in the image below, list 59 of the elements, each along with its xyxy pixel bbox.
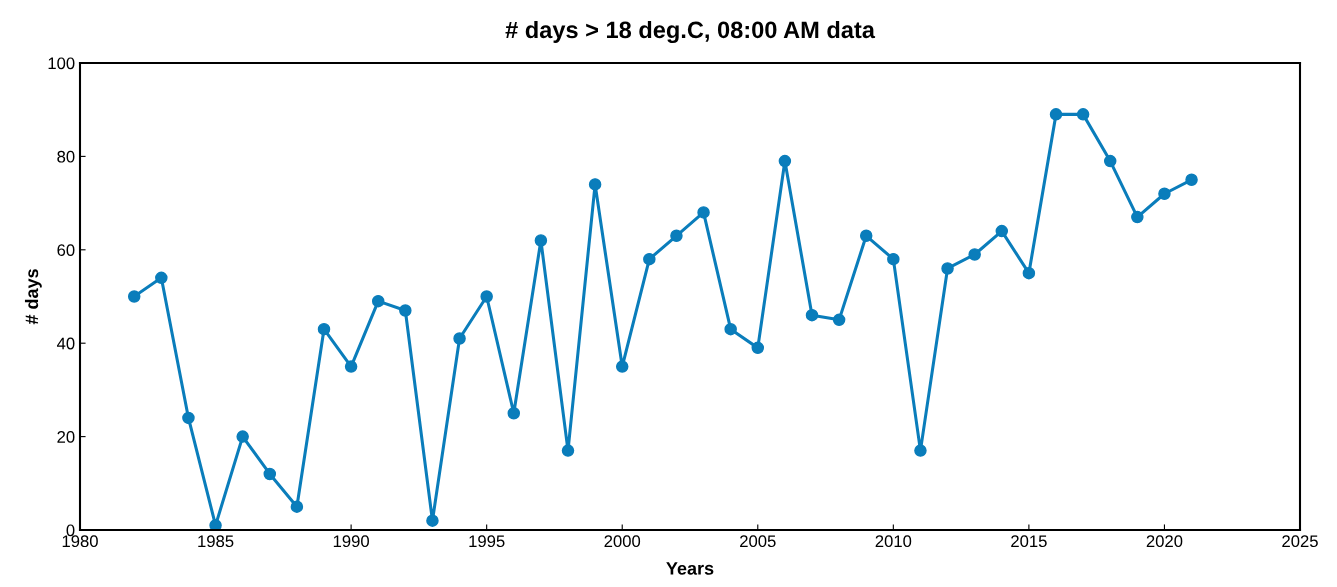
point (426, 514, 439, 527)
y-tick-label: 100 (48, 57, 75, 70)
chart-title: # days > 18 deg.C, 08:00 AM data (505, 20, 876, 43)
point (832, 313, 846, 327)
point (371, 294, 385, 308)
x-tick-label: 2020 (1146, 535, 1183, 548)
x-tick-label: 2025 (1282, 535, 1318, 548)
point (399, 304, 412, 317)
point (1103, 154, 1117, 168)
point (968, 248, 981, 261)
point (155, 271, 168, 285)
point (534, 234, 548, 247)
point (236, 430, 249, 443)
x-tick-label: 1985 (198, 535, 234, 548)
y-tick-label: 20 (57, 431, 75, 443)
point (1049, 108, 1063, 121)
point (1022, 266, 1036, 280)
point (615, 360, 629, 373)
y-tick-label: 80 (57, 150, 75, 163)
x-axis-title: Years (666, 562, 714, 575)
x-tick-label: 1980 (62, 535, 98, 548)
x-tick-label: 2010 (875, 535, 912, 548)
y-tick-label: 40 (56, 337, 75, 350)
point (778, 154, 792, 168)
point (317, 322, 331, 336)
point (588, 178, 602, 191)
point (1185, 173, 1198, 187)
point (182, 411, 195, 425)
point (480, 290, 493, 303)
point (1158, 187, 1171, 201)
point (561, 444, 575, 457)
point (1131, 210, 1144, 224)
point (887, 252, 900, 266)
y-tick-label: 60 (57, 244, 75, 256)
point (127, 290, 141, 303)
x-tick-label: 1995 (469, 535, 505, 548)
point (344, 360, 358, 373)
point (263, 467, 277, 481)
point (914, 444, 927, 457)
x-tick-label: 2000 (604, 535, 641, 548)
x-tick-label: 2005 (740, 535, 776, 548)
point (751, 341, 765, 355)
point (995, 224, 1009, 238)
point (507, 406, 521, 420)
point (941, 262, 954, 275)
x-tick-label: 2015 (1011, 535, 1047, 548)
point (697, 206, 710, 219)
point (643, 252, 656, 266)
point (290, 500, 304, 513)
y-axis-title: # days (24, 269, 42, 325)
point (805, 308, 819, 322)
x-tick-label: 1990 (333, 535, 369, 548)
point (724, 322, 737, 336)
point (453, 332, 466, 345)
point (1076, 108, 1090, 121)
point (209, 519, 222, 530)
y-tick-label: 0 (66, 524, 75, 537)
point (859, 229, 873, 243)
point (670, 229, 683, 243)
